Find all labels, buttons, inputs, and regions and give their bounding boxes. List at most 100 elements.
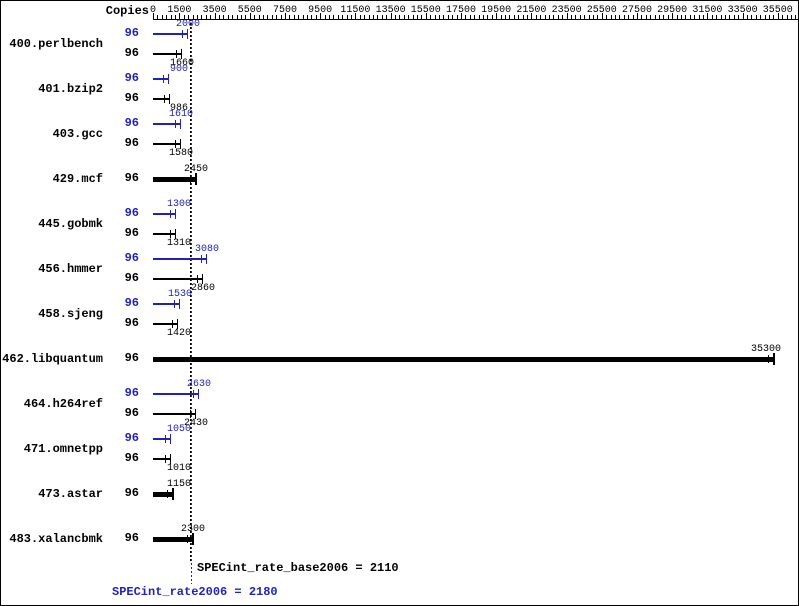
axis-tick (470, 15, 471, 19)
axis-tick (435, 15, 436, 19)
axis-tick (514, 15, 515, 19)
bar-end-cap (172, 488, 174, 500)
axis-tick (747, 15, 748, 19)
axis-tick (593, 15, 594, 19)
axis-tick (549, 15, 550, 19)
value-label: 1420 (166, 328, 191, 339)
base-bar (153, 537, 193, 542)
axis-tick (685, 15, 686, 19)
axis-tick-label: 35500 (762, 5, 793, 16)
axis-tick (404, 15, 405, 19)
axis-tick (751, 15, 752, 19)
axis-tick (408, 15, 409, 19)
base-bar (153, 98, 170, 100)
base-bar (153, 492, 173, 497)
base-reference-line (190, 19, 191, 561)
axis-tick (518, 15, 519, 19)
axis-tick (505, 15, 506, 19)
axis-tick-label: 7500 (272, 5, 297, 16)
axis-tick (487, 15, 488, 19)
peak-bar (153, 78, 169, 80)
axis-tick (677, 15, 678, 19)
axis-tick (395, 15, 396, 19)
axis-tick-label: 23500 (551, 5, 582, 16)
benchmark-name: 445.gobmk (38, 217, 103, 231)
axis-tick (289, 15, 290, 19)
axis-tick (760, 15, 761, 19)
axis-tick (492, 15, 493, 19)
axis-tick (272, 15, 273, 19)
axis-tick (430, 15, 431, 19)
axis-tick (179, 13, 180, 19)
copies-value: 96 (124, 136, 139, 150)
axis-tick (338, 15, 339, 19)
base-bar (153, 323, 178, 325)
axis-tick (580, 15, 581, 19)
x-axis-line (153, 19, 798, 20)
bar-end-cap (175, 140, 176, 148)
bar-end-cap (768, 355, 769, 363)
copies-value: 96 (124, 46, 139, 60)
peak-bar (153, 213, 176, 215)
bar-end-cap (169, 94, 170, 104)
axis-tick (329, 15, 330, 19)
axis-tick (219, 15, 220, 19)
copies-value: 96 (124, 531, 139, 545)
bar-end-cap (175, 229, 176, 239)
axis-tick (153, 13, 154, 19)
bar-end-cap (206, 254, 207, 264)
axis-tick (584, 15, 585, 19)
peak-bar (153, 258, 207, 260)
axis-tick (184, 15, 185, 19)
base-bar (153, 143, 181, 145)
summary-base-line: SPECint_rate_base2006 = 2110 (197, 561, 399, 575)
base-bar (153, 357, 774, 362)
axis-tick (241, 15, 242, 19)
benchmark-name: 403.gcc (52, 127, 103, 141)
bar-end-cap (174, 300, 175, 308)
bar-end-cap (192, 533, 194, 545)
axis-tick (778, 13, 779, 19)
axis-tick (285, 13, 286, 19)
axis-tick-label: 33500 (727, 5, 758, 16)
axis-tick-label: 15500 (410, 5, 441, 16)
value-label: 1010 (166, 463, 191, 474)
benchmark-name: 401.bzip2 (38, 82, 103, 96)
benchmark-name: 473.astar (38, 487, 103, 501)
axis-tick (628, 15, 629, 19)
bar-end-cap (172, 320, 173, 328)
copies-value: 96 (124, 386, 139, 400)
base-bar (153, 53, 182, 55)
value-label: 35300 (750, 344, 781, 355)
bar-end-cap (164, 95, 165, 103)
copies-value: 96 (124, 206, 139, 220)
bar-end-cap (190, 410, 191, 418)
value-label: 3080 (194, 244, 219, 255)
axis-tick (232, 15, 233, 19)
base-bar (153, 413, 196, 415)
axis-tick (421, 15, 422, 19)
bar-end-cap (163, 75, 164, 83)
axis-tick (333, 15, 334, 19)
axis-tick (465, 15, 466, 19)
benchmark-name: 471.omnetpp (23, 442, 103, 456)
axis-tick (571, 15, 572, 19)
axis-tick-label: 9500 (308, 5, 333, 16)
axis-tick (373, 15, 374, 19)
axis-tick-label: 29500 (657, 5, 688, 16)
bar-end-cap (177, 319, 178, 329)
axis-tick (659, 15, 660, 19)
axis-tick (743, 13, 744, 19)
axis-tick (782, 15, 783, 19)
axis-tick (162, 15, 163, 19)
axis-tick (611, 15, 612, 19)
bar-end-cap (195, 409, 196, 419)
axis-tick (523, 15, 524, 19)
axis-tick (360, 15, 361, 19)
axis-tick (597, 15, 598, 19)
value-label: 1660 (169, 58, 194, 69)
axis-tick (624, 15, 625, 19)
axis-tick-label: 1500 (167, 5, 192, 16)
